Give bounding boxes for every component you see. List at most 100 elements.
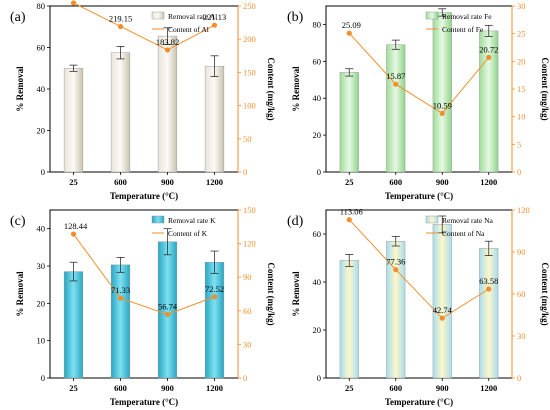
legend-label-line: Content of Na — [442, 229, 485, 238]
bar — [157, 35, 178, 173]
y-tick-label-left: 30 — [37, 261, 46, 271]
error-bar — [391, 39, 400, 50]
y-tick-label-left: 80 — [37, 1, 46, 11]
y-axis-title-right: Content (mg/kg) — [266, 262, 276, 325]
legend: Removal rate Fe Content of Fe — [425, 11, 492, 34]
x-tick-label: 600 — [114, 383, 127, 393]
bar — [386, 44, 406, 173]
content-point — [70, 0, 77, 6]
y-tick-label-left: 20 — [313, 130, 322, 140]
content-line — [73, 2, 215, 51]
y-tick-label-right: 15 — [517, 84, 526, 94]
y-tick-label-left: 20 — [313, 325, 322, 335]
panel-label: (b) — [287, 10, 304, 25]
y-tick-label-right: 20 — [517, 56, 526, 66]
bar — [110, 264, 131, 379]
y-tick-label-right: 30 — [517, 331, 526, 341]
x-tick-label: 1200 — [480, 177, 497, 187]
legend-swatch-bar — [151, 215, 165, 224]
bar — [63, 271, 84, 379]
x-tick-label: 1200 — [480, 383, 497, 393]
y-axis-title-left: % Removal — [15, 66, 25, 112]
y-tick-label-left: 0 — [41, 373, 45, 383]
content-point — [439, 110, 445, 117]
chart-panel: (d)113.0677.3642.7463.580204060030609012… — [287, 205, 550, 407]
y-tick-label-left: 60 — [313, 229, 322, 239]
y-tick-label-left: 40 — [37, 84, 46, 94]
chart-panel: (a)254.56219.15183.82221.130204060800501… — [10, 0, 276, 201]
y-tick-label-left: 20 — [37, 126, 46, 136]
y-tick-label-right: 100 — [243, 101, 256, 111]
legend-swatch-bar — [425, 215, 439, 224]
data-label: 183.82 — [156, 37, 179, 47]
y-tick-label-left: 60 — [37, 43, 46, 53]
content-line — [73, 233, 215, 315]
y-tick-label-right: 30 — [243, 339, 252, 349]
y-tick-label-right: 120 — [243, 239, 256, 249]
data-label: 113.06 — [340, 207, 363, 217]
legend-label-bar: Removal rate Al — [168, 12, 217, 21]
error-bar — [438, 215, 447, 234]
legend-swatch-bar — [425, 11, 439, 20]
y-axis-title-right: Content (mg/kg) — [540, 262, 550, 325]
data-label: 128.44 — [64, 221, 88, 231]
x-tick-label: 600 — [389, 383, 402, 393]
x-tick-label: 1200 — [206, 177, 223, 187]
legend-label-line: Content of Al — [168, 25, 209, 34]
y-tick-label-left: 60 — [313, 56, 322, 66]
legend: Removal rate Na Content of Na — [425, 215, 493, 238]
error-bar — [163, 228, 172, 256]
legend: Removal rate Al Content of Al — [151, 11, 217, 34]
bar — [479, 248, 499, 379]
data-label: 25.09 — [342, 20, 361, 30]
error-bar — [484, 240, 493, 257]
x-axis-title: Temperature (°C) — [110, 397, 178, 407]
data-label: 42.74 — [433, 305, 453, 315]
content-point — [70, 231, 77, 237]
x-tick-label: 600 — [389, 177, 402, 187]
y-tick-label-left: 0 — [317, 167, 321, 177]
content-point — [439, 315, 445, 321]
x-tick-label: 900 — [436, 177, 449, 187]
bar — [63, 68, 84, 173]
y-tick-label-right: 250 — [243, 1, 256, 11]
y-tick-label-left: 10 — [37, 336, 46, 346]
error-bar — [345, 253, 354, 267]
error-bar — [345, 68, 354, 77]
y-tick-label-right: 0 — [243, 167, 247, 177]
content-point — [117, 23, 124, 30]
x-axis-title: Temperature (°C) — [385, 397, 453, 407]
legend-label-bar: Removal rate K — [168, 216, 216, 225]
y-tick-label-left: 0 — [317, 373, 321, 383]
y-tick-label-right: 200 — [243, 34, 256, 44]
legend-label-bar: Removal rate Fe — [442, 12, 492, 21]
content-point — [486, 54, 492, 60]
y-tick-label-right: 0 — [517, 167, 521, 177]
error-bar — [210, 250, 219, 274]
y-tick-label-left: 40 — [313, 93, 322, 103]
panel-label: (d) — [287, 214, 304, 229]
data-label: 71.33 — [111, 285, 130, 295]
data-label: 221.13 — [203, 12, 226, 22]
y-axis-title-right: Content (mg/kg) — [540, 57, 550, 120]
y-tick-label-left: 40 — [37, 224, 46, 234]
content-point — [486, 286, 492, 292]
y-tick-label-right: 30 — [517, 1, 526, 11]
content-point — [393, 81, 399, 87]
bar — [110, 52, 131, 173]
content-point — [164, 47, 171, 53]
content-point — [211, 22, 218, 28]
legend-swatch-bar — [151, 11, 165, 20]
bar — [339, 260, 359, 379]
x-tick-label: 25 — [345, 177, 354, 187]
data-label: 63.58 — [479, 276, 498, 286]
bar — [204, 262, 225, 379]
content-point — [211, 294, 218, 300]
bar — [432, 224, 452, 379]
bar — [339, 72, 359, 173]
error-bar — [484, 24, 493, 37]
error-bar — [163, 27, 172, 45]
x-tick-label: 900 — [436, 383, 449, 393]
data-label: 72.52 — [205, 284, 224, 294]
